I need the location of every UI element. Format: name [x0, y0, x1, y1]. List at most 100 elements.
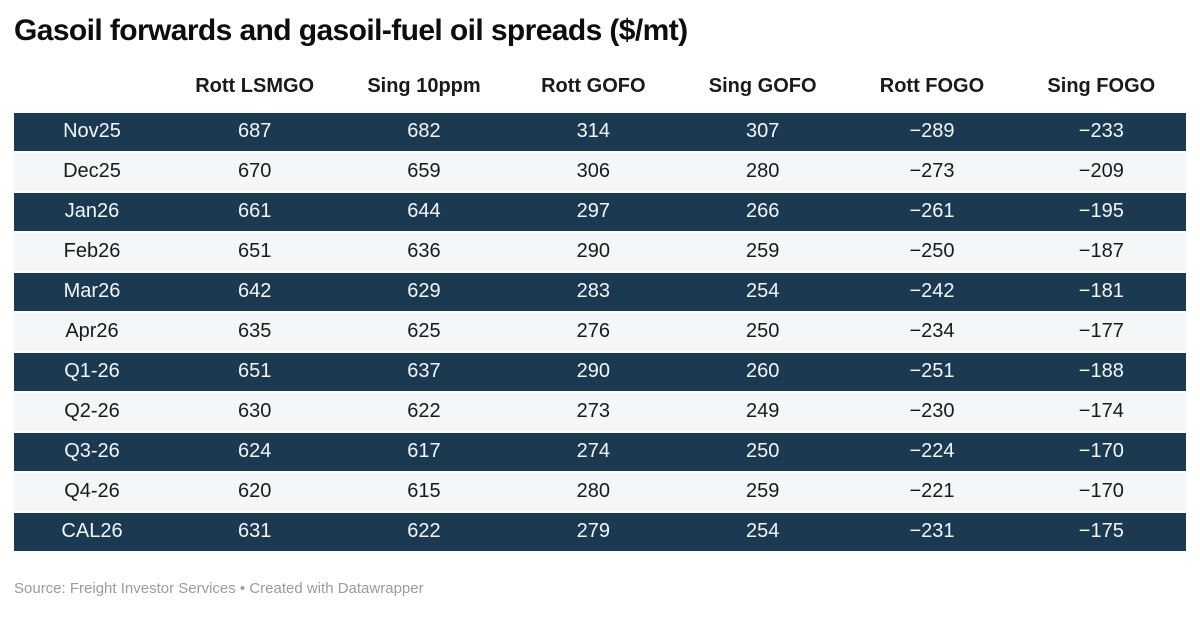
- cell-value: 260: [677, 352, 848, 393]
- table-body: Nov25 687 682 314 307 −289 −233 Dec25 670 659 306 2…: [14, 112, 1186, 553]
- row-label: Mar26: [14, 272, 170, 313]
- cell-value: 629: [339, 272, 509, 313]
- table-row: CAL26 631 622 279 254 −231 −175: [14, 512, 1186, 553]
- row-label: Dec25: [14, 152, 170, 193]
- cell-value: 625: [339, 312, 509, 353]
- cell-value: −170: [1016, 432, 1186, 473]
- cell-value: 273: [508, 392, 678, 433]
- cell-value: −234: [847, 312, 1017, 353]
- cell-value: 659: [339, 152, 509, 193]
- table-row: Feb26 651 636 290 259 −250 −187: [14, 232, 1186, 273]
- cell-value: 624: [170, 432, 340, 473]
- cell-value: 682: [339, 112, 509, 153]
- column-header: Sing 10ppm: [367, 74, 481, 97]
- cell-value: 307: [677, 112, 848, 153]
- row-label: Q2-26: [14, 392, 170, 433]
- cell-value: −174: [1016, 392, 1186, 433]
- cell-value: −231: [847, 512, 1017, 553]
- column-header: Rott GOFO: [541, 74, 646, 97]
- table-row: Nov25 687 682 314 307 −289 −233: [14, 112, 1186, 153]
- cell-value: 661: [170, 192, 340, 233]
- source-attribution: Source: Freight Investor Services • Crea…: [14, 579, 424, 597]
- cell-value: −177: [1016, 312, 1186, 353]
- cell-value: 631: [170, 512, 340, 553]
- table-row: Q4-26 620 615 280 259 −221 −170: [14, 472, 1186, 513]
- cell-value: 636: [339, 232, 509, 273]
- cell-value: −230: [847, 392, 1017, 433]
- row-label: Q3-26: [14, 432, 170, 473]
- cell-value: −224: [847, 432, 1017, 473]
- column-header: Rott LSMGO: [195, 74, 315, 97]
- cell-value: 266: [677, 192, 848, 233]
- column-header: Sing FOGO: [1047, 74, 1156, 97]
- column-header: Sing GOFO: [708, 74, 817, 97]
- cell-value: 687: [170, 112, 340, 153]
- cell-value: 249: [677, 392, 848, 433]
- cell-value: −251: [847, 352, 1017, 393]
- column-header: Rott FOGO: [879, 74, 985, 97]
- cell-value: −250: [847, 232, 1017, 273]
- cell-value: 617: [339, 432, 509, 473]
- cell-value: −188: [1016, 352, 1186, 393]
- table-row: Jan26 661 644 297 266 −261 −195: [14, 192, 1186, 233]
- cell-value: −187: [1016, 232, 1186, 273]
- cell-value: 630: [170, 392, 340, 433]
- table-header-row: Rott LSMGO Sing 10ppm Rott GOFO Sing GOFO Ro…: [14, 49, 1186, 113]
- cell-value: −181: [1016, 272, 1186, 313]
- table-row: Dec25 670 659 306 280 −273 −209: [14, 152, 1186, 193]
- cell-value: 290: [508, 352, 678, 393]
- row-label-column-header: [14, 49, 170, 113]
- cell-value: −289: [847, 112, 1017, 153]
- cell-value: 306: [508, 152, 678, 193]
- cell-value: 615: [339, 472, 509, 513]
- cell-value: 297: [508, 192, 678, 233]
- row-label: Q1-26: [14, 352, 170, 393]
- cell-value: −242: [847, 272, 1017, 313]
- cell-value: 651: [170, 352, 340, 393]
- cell-value: 274: [508, 432, 678, 473]
- cell-value: 276: [508, 312, 678, 353]
- table-row: Apr26 635 625 276 250 −234 −177: [14, 312, 1186, 353]
- cell-value: −261: [847, 192, 1017, 233]
- cell-value: −221: [847, 472, 1017, 513]
- cell-value: 259: [677, 472, 848, 513]
- cell-value: −233: [1016, 112, 1186, 153]
- cell-value: 254: [677, 512, 848, 553]
- cell-value: 644: [339, 192, 509, 233]
- row-label: Feb26: [14, 232, 170, 273]
- cell-value: 651: [170, 232, 340, 273]
- cell-value: 259: [677, 232, 848, 273]
- cell-value: 250: [677, 432, 848, 473]
- forwards-table: Rott LSMGO Sing 10ppm Rott GOFO Sing GOFO Ro…: [14, 49, 1186, 553]
- cell-value: 314: [508, 112, 678, 153]
- cell-value: −209: [1016, 152, 1186, 193]
- table-row: Q1-26 651 637 290 260 −251 −188: [14, 352, 1186, 393]
- table-row: Mar26 642 629 283 254 −242 −181: [14, 272, 1186, 313]
- cell-value: 250: [677, 312, 848, 353]
- cell-value: 622: [339, 512, 509, 553]
- page-title: Gasoil forwards and gasoil-fuel oil spre…: [14, 14, 688, 47]
- cell-value: 279: [508, 512, 678, 553]
- cell-value: −175: [1016, 512, 1186, 553]
- table-row: Q3-26 624 617 274 250 −224 −170: [14, 432, 1186, 473]
- row-label: Jan26: [14, 192, 170, 233]
- cell-value: 620: [170, 472, 340, 513]
- row-label: CAL26: [14, 512, 170, 553]
- cell-value: 635: [170, 312, 340, 353]
- cell-value: 290: [508, 232, 678, 273]
- cell-value: 280: [677, 152, 848, 193]
- cell-value: 622: [339, 392, 509, 433]
- cell-value: 254: [677, 272, 848, 313]
- cell-value: −273: [847, 152, 1017, 193]
- row-label: Nov25: [14, 112, 170, 153]
- cell-value: 280: [508, 472, 678, 513]
- row-label: Q4-26: [14, 472, 170, 513]
- datawrapper-table-graphic: Gasoil forwards and gasoil-fuel oil spre…: [0, 14, 1200, 628]
- cell-value: 637: [339, 352, 509, 393]
- cell-value: −195: [1016, 192, 1186, 233]
- cell-value: 642: [170, 272, 340, 313]
- cell-value: 283: [508, 272, 678, 313]
- row-label: Apr26: [14, 312, 170, 353]
- cell-value: −170: [1016, 472, 1186, 513]
- table-row: Q2-26 630 622 273 249 −230 −174: [14, 392, 1186, 433]
